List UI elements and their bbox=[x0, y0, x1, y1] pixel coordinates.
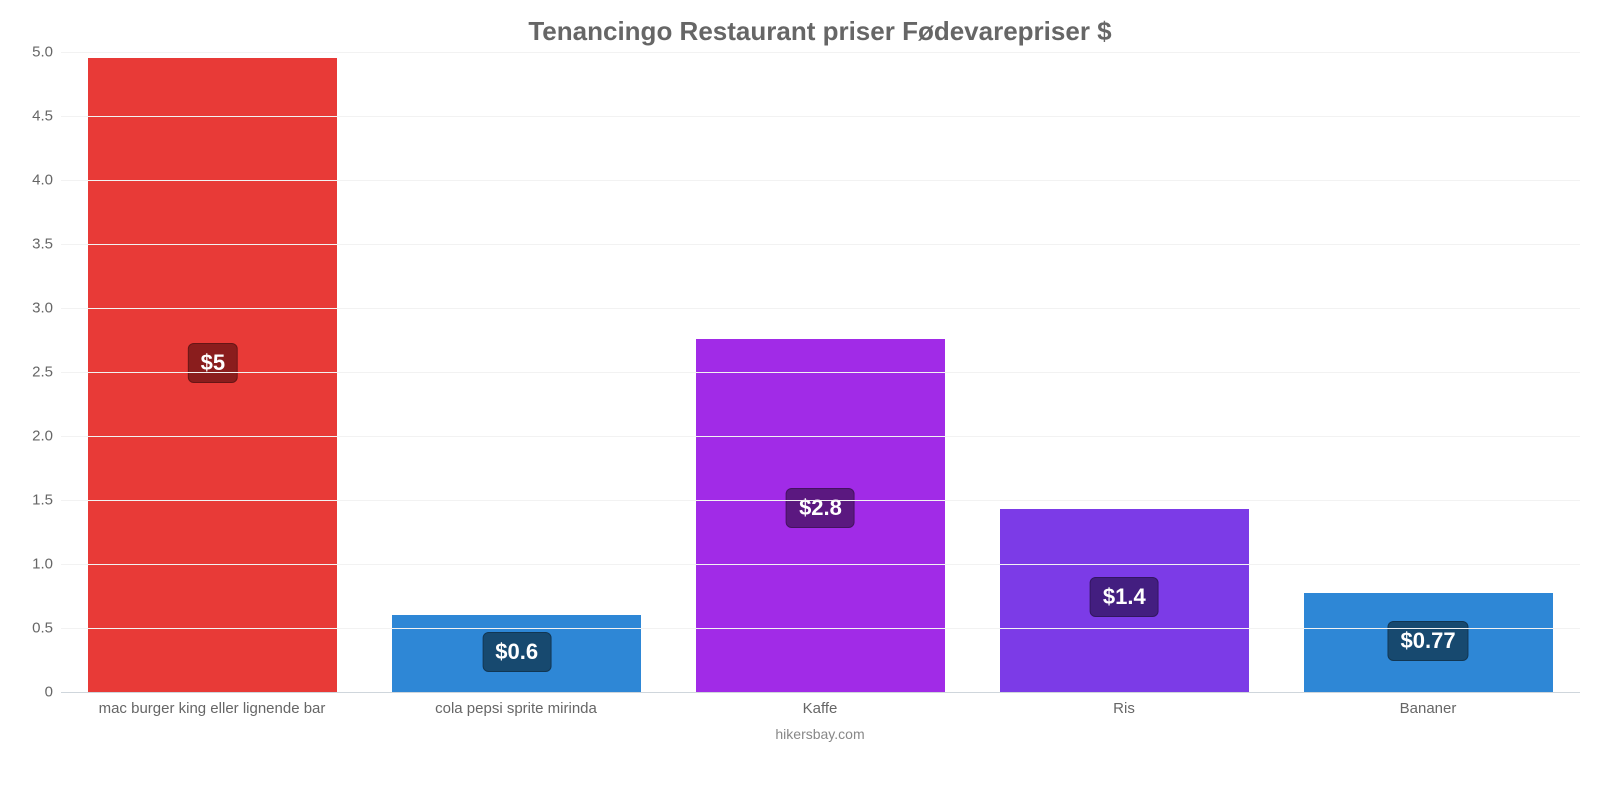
axis-zero-line bbox=[61, 692, 1580, 693]
grid-line bbox=[61, 244, 1580, 245]
value-label: $0.6 bbox=[482, 632, 551, 672]
price-bar-chart: Tenancingo Restaurant priser Fødevarepri… bbox=[0, 0, 1600, 800]
value-label: $0.77 bbox=[1388, 621, 1469, 661]
grid-line bbox=[61, 628, 1580, 629]
value-label: $5 bbox=[188, 343, 238, 383]
y-tick-label: 3.0 bbox=[32, 300, 61, 317]
grid-line bbox=[61, 308, 1580, 309]
grid-line bbox=[61, 436, 1580, 437]
bar: $1.4 bbox=[1000, 509, 1249, 692]
x-axis-label: Bananer bbox=[1276, 700, 1580, 717]
y-tick-label: 2.5 bbox=[32, 364, 61, 381]
y-tick-label: 3.5 bbox=[32, 236, 61, 253]
x-axis-labels: mac burger king eller lignende barcola p… bbox=[60, 700, 1580, 717]
y-tick-label: 0 bbox=[45, 684, 61, 701]
grid-line bbox=[61, 52, 1580, 53]
y-tick-label: 1.5 bbox=[32, 492, 61, 509]
grid-line bbox=[61, 500, 1580, 501]
y-tick-label: 5.0 bbox=[32, 44, 61, 61]
plot-area: $5$0.6$2.8$1.4$0.77 00.51.01.52.02.53.03… bbox=[60, 52, 1580, 692]
grid-line bbox=[61, 180, 1580, 181]
bar: $0.6 bbox=[392, 615, 641, 692]
bar: $5 bbox=[88, 58, 337, 692]
value-label: $2.8 bbox=[786, 488, 855, 528]
value-label: $1.4 bbox=[1090, 577, 1159, 617]
y-tick-label: 2.0 bbox=[32, 428, 61, 445]
y-tick-label: 1.0 bbox=[32, 556, 61, 573]
y-tick-label: 4.0 bbox=[32, 172, 61, 189]
x-axis-label: mac burger king eller lignende bar bbox=[60, 700, 364, 717]
grid-line bbox=[61, 116, 1580, 117]
y-tick-label: 0.5 bbox=[32, 620, 61, 637]
chart-credit: hikersbay.com bbox=[60, 726, 1580, 742]
chart-title: Tenancingo Restaurant priser Fødevarepri… bbox=[60, 10, 1580, 57]
x-axis-label: Ris bbox=[972, 700, 1276, 717]
y-tick-label: 4.5 bbox=[32, 108, 61, 125]
x-axis-label: Kaffe bbox=[668, 700, 972, 717]
bar: $0.77 bbox=[1304, 593, 1553, 692]
bar: $2.8 bbox=[696, 339, 945, 692]
grid-line bbox=[61, 564, 1580, 565]
x-axis-label: cola pepsi sprite mirinda bbox=[364, 700, 668, 717]
grid-line bbox=[61, 372, 1580, 373]
